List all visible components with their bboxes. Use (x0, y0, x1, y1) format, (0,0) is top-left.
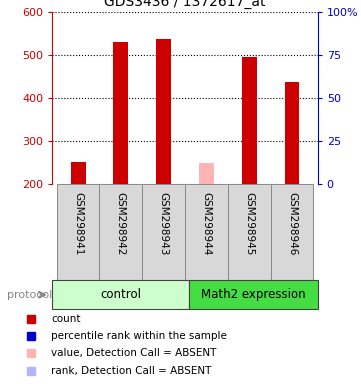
Bar (99, 184, 142, 280)
Text: GSM298944: GSM298944 (201, 192, 212, 255)
Text: value, Detection Call = ABSENT: value, Detection Call = ABSENT (51, 348, 217, 358)
Text: Math2 expression: Math2 expression (201, 288, 306, 301)
Bar (142, 184, 185, 280)
Bar (70, 162, 86, 184)
Bar (57, 184, 99, 280)
Bar (199, 163, 214, 184)
Title: GDS3436 / 1372617_at: GDS3436 / 1372617_at (104, 0, 266, 9)
Text: control: control (100, 288, 141, 301)
Bar (52, 280, 189, 309)
Text: GSM298941: GSM298941 (73, 192, 83, 255)
Bar (113, 42, 128, 184)
Text: rank, Detection Call = ABSENT: rank, Detection Call = ABSENT (51, 366, 212, 376)
Text: count: count (51, 314, 81, 324)
Bar (156, 39, 171, 184)
Text: GSM298946: GSM298946 (287, 192, 297, 255)
Bar (228, 184, 271, 280)
Text: protocol: protocol (7, 290, 52, 300)
Text: percentile rank within the sample: percentile rank within the sample (51, 331, 227, 341)
Text: GSM298943: GSM298943 (158, 192, 169, 255)
Bar (284, 82, 300, 184)
Text: GSM298942: GSM298942 (116, 192, 126, 255)
Bar (185, 184, 228, 280)
Bar (271, 184, 313, 280)
Bar (189, 280, 318, 309)
Bar (242, 57, 257, 184)
Text: GSM298945: GSM298945 (244, 192, 254, 255)
